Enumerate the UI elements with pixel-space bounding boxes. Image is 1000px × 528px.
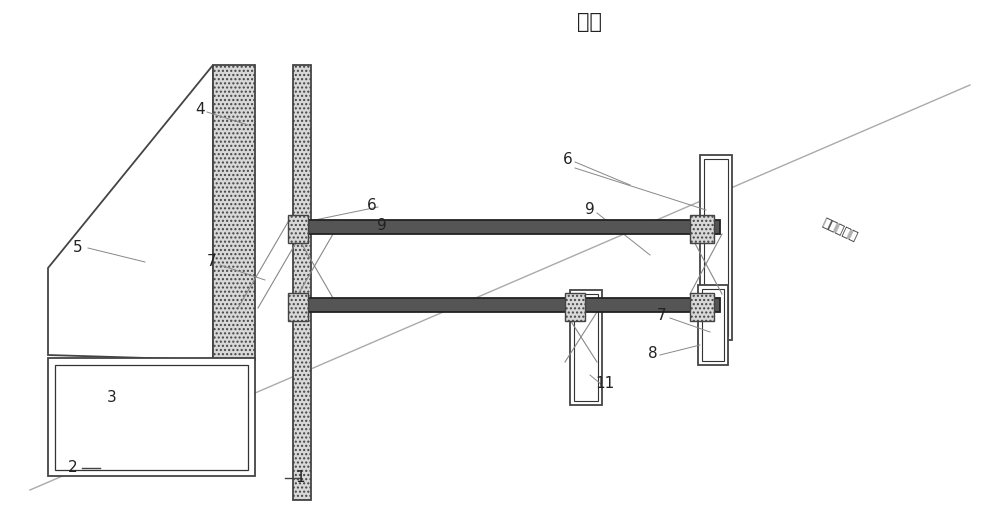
Bar: [293, 298, 720, 312]
Text: 5: 5: [73, 240, 83, 256]
Bar: [698, 285, 728, 365]
Bar: [288, 215, 308, 243]
Text: 9: 9: [377, 219, 387, 233]
Bar: [55, 365, 248, 470]
Bar: [700, 155, 732, 340]
Bar: [565, 293, 585, 321]
Text: 天然地面线: 天然地面线: [820, 216, 860, 244]
Bar: [690, 215, 714, 243]
Text: 2: 2: [68, 460, 78, 476]
Text: 7: 7: [657, 308, 667, 324]
Bar: [48, 358, 255, 476]
Text: 4: 4: [195, 102, 205, 118]
Text: 3: 3: [107, 390, 117, 404]
Bar: [702, 289, 724, 361]
Bar: [293, 220, 720, 234]
Bar: [690, 293, 714, 321]
Bar: [570, 290, 602, 405]
Text: 坡顶: 坡顶: [578, 12, 602, 32]
Text: 8: 8: [648, 345, 658, 361]
Polygon shape: [48, 65, 213, 360]
Bar: [213, 65, 255, 360]
Text: 1: 1: [295, 470, 305, 486]
Bar: [574, 294, 598, 401]
Bar: [293, 65, 311, 500]
Text: 6: 6: [563, 153, 573, 167]
Bar: [704, 159, 728, 336]
Text: 9: 9: [585, 203, 595, 218]
Text: 11: 11: [595, 375, 615, 391]
Bar: [288, 293, 308, 321]
Text: 6: 6: [367, 197, 377, 212]
Text: 7: 7: [207, 254, 217, 269]
